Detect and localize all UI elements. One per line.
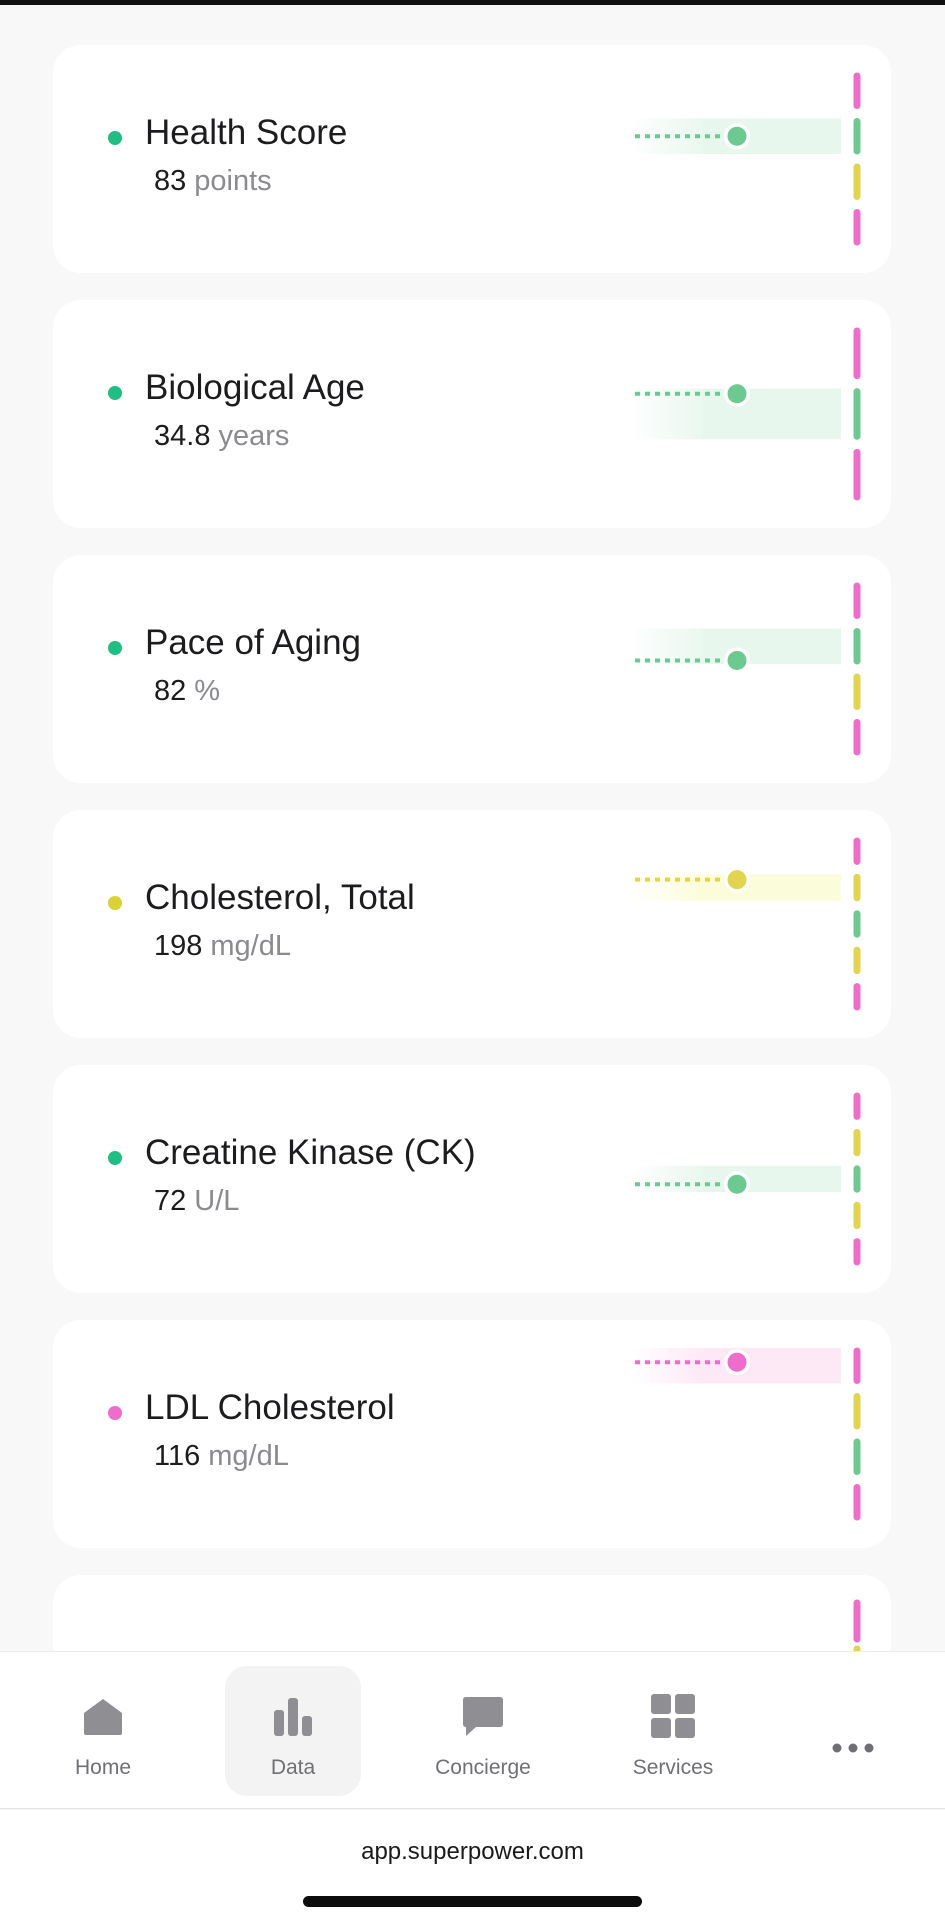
metric-unit: mg/dL — [210, 930, 291, 962]
nav-home[interactable]: Home — [35, 1666, 171, 1796]
bottom-navigation: Home Data Concierge Servic — [0, 1651, 945, 1809]
metric-card[interactable]: Creatine Kinase (CK) 72 U/L — [53, 1065, 891, 1293]
value-marker — [727, 870, 747, 890]
metric-unit: mg/dL — [208, 1440, 289, 1472]
nav-concierge[interactable]: Concierge — [415, 1666, 551, 1796]
range-gauge — [631, 1092, 861, 1266]
metric-card[interactable]: Cholesterol, Total 198 mg/dL — [53, 810, 891, 1038]
metric-value: 83 points — [154, 165, 272, 198]
value-marker — [727, 384, 747, 404]
metric-title: Creatine Kinase (CK) — [145, 1133, 476, 1172]
value-marker — [727, 650, 747, 670]
range-gauge — [631, 837, 861, 1011]
nav-more[interactable] — [785, 1666, 921, 1796]
chat-bubble-icon — [462, 1692, 504, 1740]
metric-number: 72 — [154, 1185, 187, 1217]
url-text: app.superpower.com — [361, 1838, 584, 1865]
browser-url-bar[interactable]: app.superpower.com — [0, 1810, 945, 1923]
status-dot — [108, 1151, 122, 1165]
metric-number: 34.8 — [154, 420, 211, 452]
value-marker — [727, 126, 747, 146]
value-marker — [727, 1174, 747, 1194]
home-indicator — [303, 1896, 642, 1907]
nav-data[interactable]: Data — [225, 1666, 361, 1796]
nav-data-label: Data — [270, 1756, 316, 1779]
range-gauge — [631, 1347, 861, 1521]
grid-icon — [651, 1692, 695, 1740]
range-gauge — [631, 72, 861, 246]
metric-card[interactable]: Biological Age 34.8 years — [53, 300, 891, 528]
bar-chart-icon — [273, 1692, 313, 1740]
metric-list: Health Score 83 points Biological Age 34.8 ye… — [53, 45, 891, 1575]
metric-title: Cholesterol, Total — [145, 878, 415, 917]
metric-unit: years — [218, 420, 290, 452]
status-dot — [108, 386, 122, 400]
metric-card[interactable]: Pace of Aging 82% — [53, 555, 891, 783]
range-gauge — [631, 582, 861, 756]
metric-number: 82 — [154, 675, 187, 707]
home-icon — [82, 1692, 124, 1740]
metric-value: 82% — [154, 675, 220, 708]
value-marker — [727, 1352, 747, 1372]
status-dot — [108, 1406, 122, 1420]
metric-card[interactable]: LDL Cholesterol 116 mg/dL — [53, 1320, 891, 1548]
status-dot — [108, 131, 122, 145]
metric-unit: U/L — [194, 1185, 240, 1217]
metric-card[interactable]: Health Score 83 points — [53, 45, 891, 273]
metric-value: 198 mg/dL — [154, 930, 291, 963]
metric-value: 72 U/L — [154, 1185, 239, 1218]
metric-number: 83 — [154, 165, 187, 197]
metric-title: Health Score — [145, 113, 348, 152]
metric-unit: points — [194, 165, 272, 197]
nav-home-label: Home — [74, 1756, 132, 1779]
metric-number: 116 — [154, 1440, 201, 1472]
metric-title: Biological Age — [145, 368, 365, 407]
metric-value: 34.8 years — [154, 420, 289, 453]
metric-title: LDL Cholesterol — [145, 1388, 395, 1427]
metric-number: 198 — [154, 930, 203, 962]
status-bar-edge — [0, 0, 945, 5]
status-dot — [108, 896, 122, 910]
status-dot — [108, 641, 122, 655]
range-gauge — [631, 327, 861, 501]
metric-value: 116 mg/dL — [154, 1440, 289, 1473]
more-icon — [832, 1724, 874, 1772]
nav-services-label: Services — [632, 1756, 714, 1779]
metric-unit: % — [194, 675, 221, 707]
nav-concierge-label: Concierge — [435, 1756, 531, 1779]
metric-title: Pace of Aging — [145, 623, 361, 662]
nav-services[interactable]: Services — [605, 1666, 741, 1796]
